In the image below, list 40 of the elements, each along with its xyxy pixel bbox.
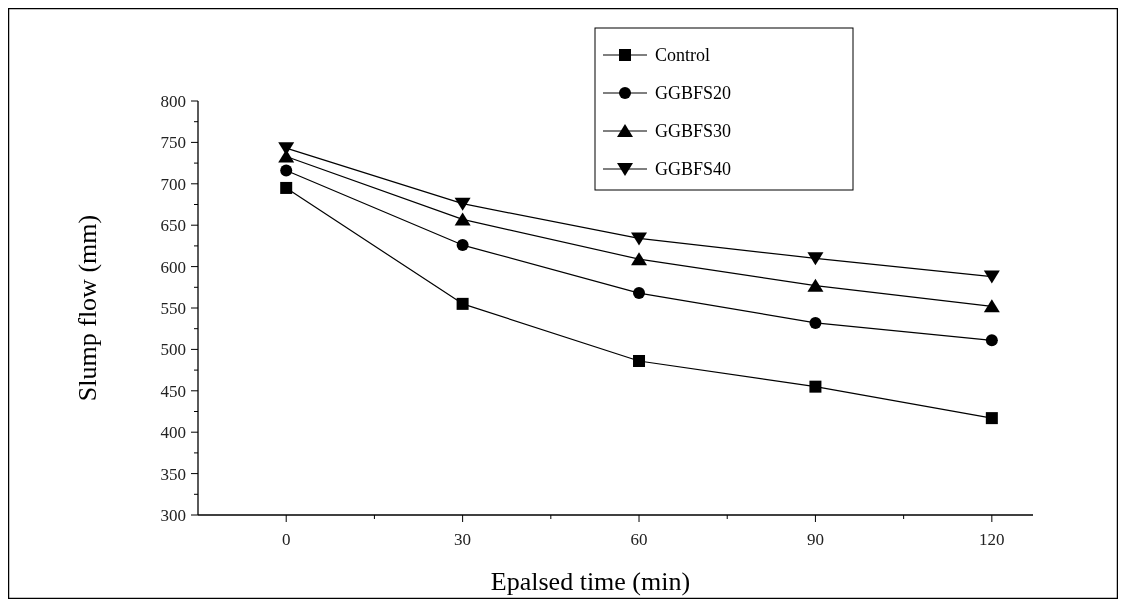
legend-label: GGBFS40 bbox=[655, 159, 732, 180]
point bbox=[631, 252, 648, 266]
point bbox=[983, 270, 1000, 284]
point bbox=[807, 278, 824, 292]
y-tick-label: 800 bbox=[160, 91, 186, 111]
point bbox=[983, 299, 1000, 313]
x-tick-label: 120 bbox=[979, 530, 1005, 549]
x-tick-label: 0 bbox=[281, 530, 291, 549]
y-tick-label: 650 bbox=[160, 216, 186, 236]
point bbox=[280, 164, 293, 177]
point bbox=[809, 316, 822, 329]
point bbox=[456, 239, 469, 252]
y-tick-label: 700 bbox=[160, 174, 186, 194]
point bbox=[985, 334, 998, 347]
y-tick-label: 550 bbox=[160, 298, 186, 318]
point bbox=[280, 181, 293, 194]
point bbox=[807, 252, 824, 266]
y-axis-title: Slump flow (mm) bbox=[73, 214, 102, 402]
y-tick-label: 750 bbox=[160, 133, 186, 153]
y-tick-label: 350 bbox=[160, 464, 186, 484]
point bbox=[631, 232, 648, 246]
point bbox=[633, 354, 646, 367]
point bbox=[633, 287, 646, 300]
x-axis-title: Epalsed time (min) bbox=[490, 567, 691, 596]
x-tick-label: 60 bbox=[630, 530, 648, 549]
point bbox=[985, 412, 998, 425]
point bbox=[454, 197, 471, 211]
y-tick-label: 400 bbox=[160, 423, 186, 443]
y-tick-label: 600 bbox=[160, 257, 186, 277]
legend-label: GGBFS20 bbox=[655, 83, 732, 104]
point bbox=[809, 380, 822, 393]
x-tick-label: 90 bbox=[806, 530, 824, 549]
point bbox=[454, 212, 471, 226]
x-tick-label: 30 bbox=[454, 530, 472, 549]
y-tick-label: 500 bbox=[160, 340, 186, 360]
y-tick-label: 300 bbox=[160, 505, 186, 525]
legend-label: Control bbox=[655, 45, 711, 66]
point bbox=[456, 297, 469, 310]
legend-label: GGBFS30 bbox=[655, 121, 732, 142]
y-tick-label: 450 bbox=[160, 381, 186, 401]
